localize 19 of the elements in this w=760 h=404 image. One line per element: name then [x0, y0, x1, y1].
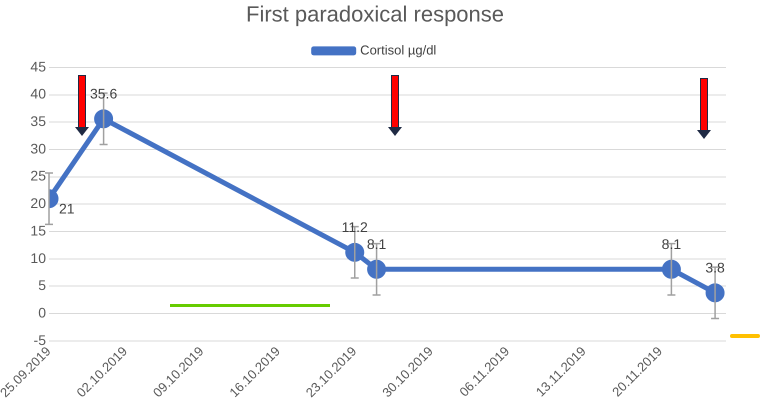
y-tick-label: -5 [34, 332, 46, 348]
data-label: 21 [59, 200, 75, 217]
data-label: 3.8 [705, 260, 726, 276]
y-tick-label: 40 [30, 86, 46, 102]
y-tick-label: 0 [38, 304, 46, 320]
y-tick-label: 30 [30, 140, 46, 156]
y-tick-label: 10 [30, 250, 46, 266]
data-label: 8.1 [366, 236, 387, 252]
y-tick-label: 20 [30, 195, 46, 212]
chart-title: First paradoxical response [246, 1, 504, 26]
legend-label: Cortisol µg/dl [360, 42, 436, 58]
data-label: 8.1 [662, 236, 682, 252]
y-tick-label: 15 [30, 222, 46, 238]
data-label: 35.6 [90, 86, 118, 102]
y-tick-label: 5 [38, 277, 46, 294]
y-tick-label: 25 [30, 168, 46, 184]
data-label: 11.2 [342, 219, 368, 236]
y-tick-label: 45 [30, 58, 46, 74]
y-tick-label: 35 [30, 112, 46, 129]
